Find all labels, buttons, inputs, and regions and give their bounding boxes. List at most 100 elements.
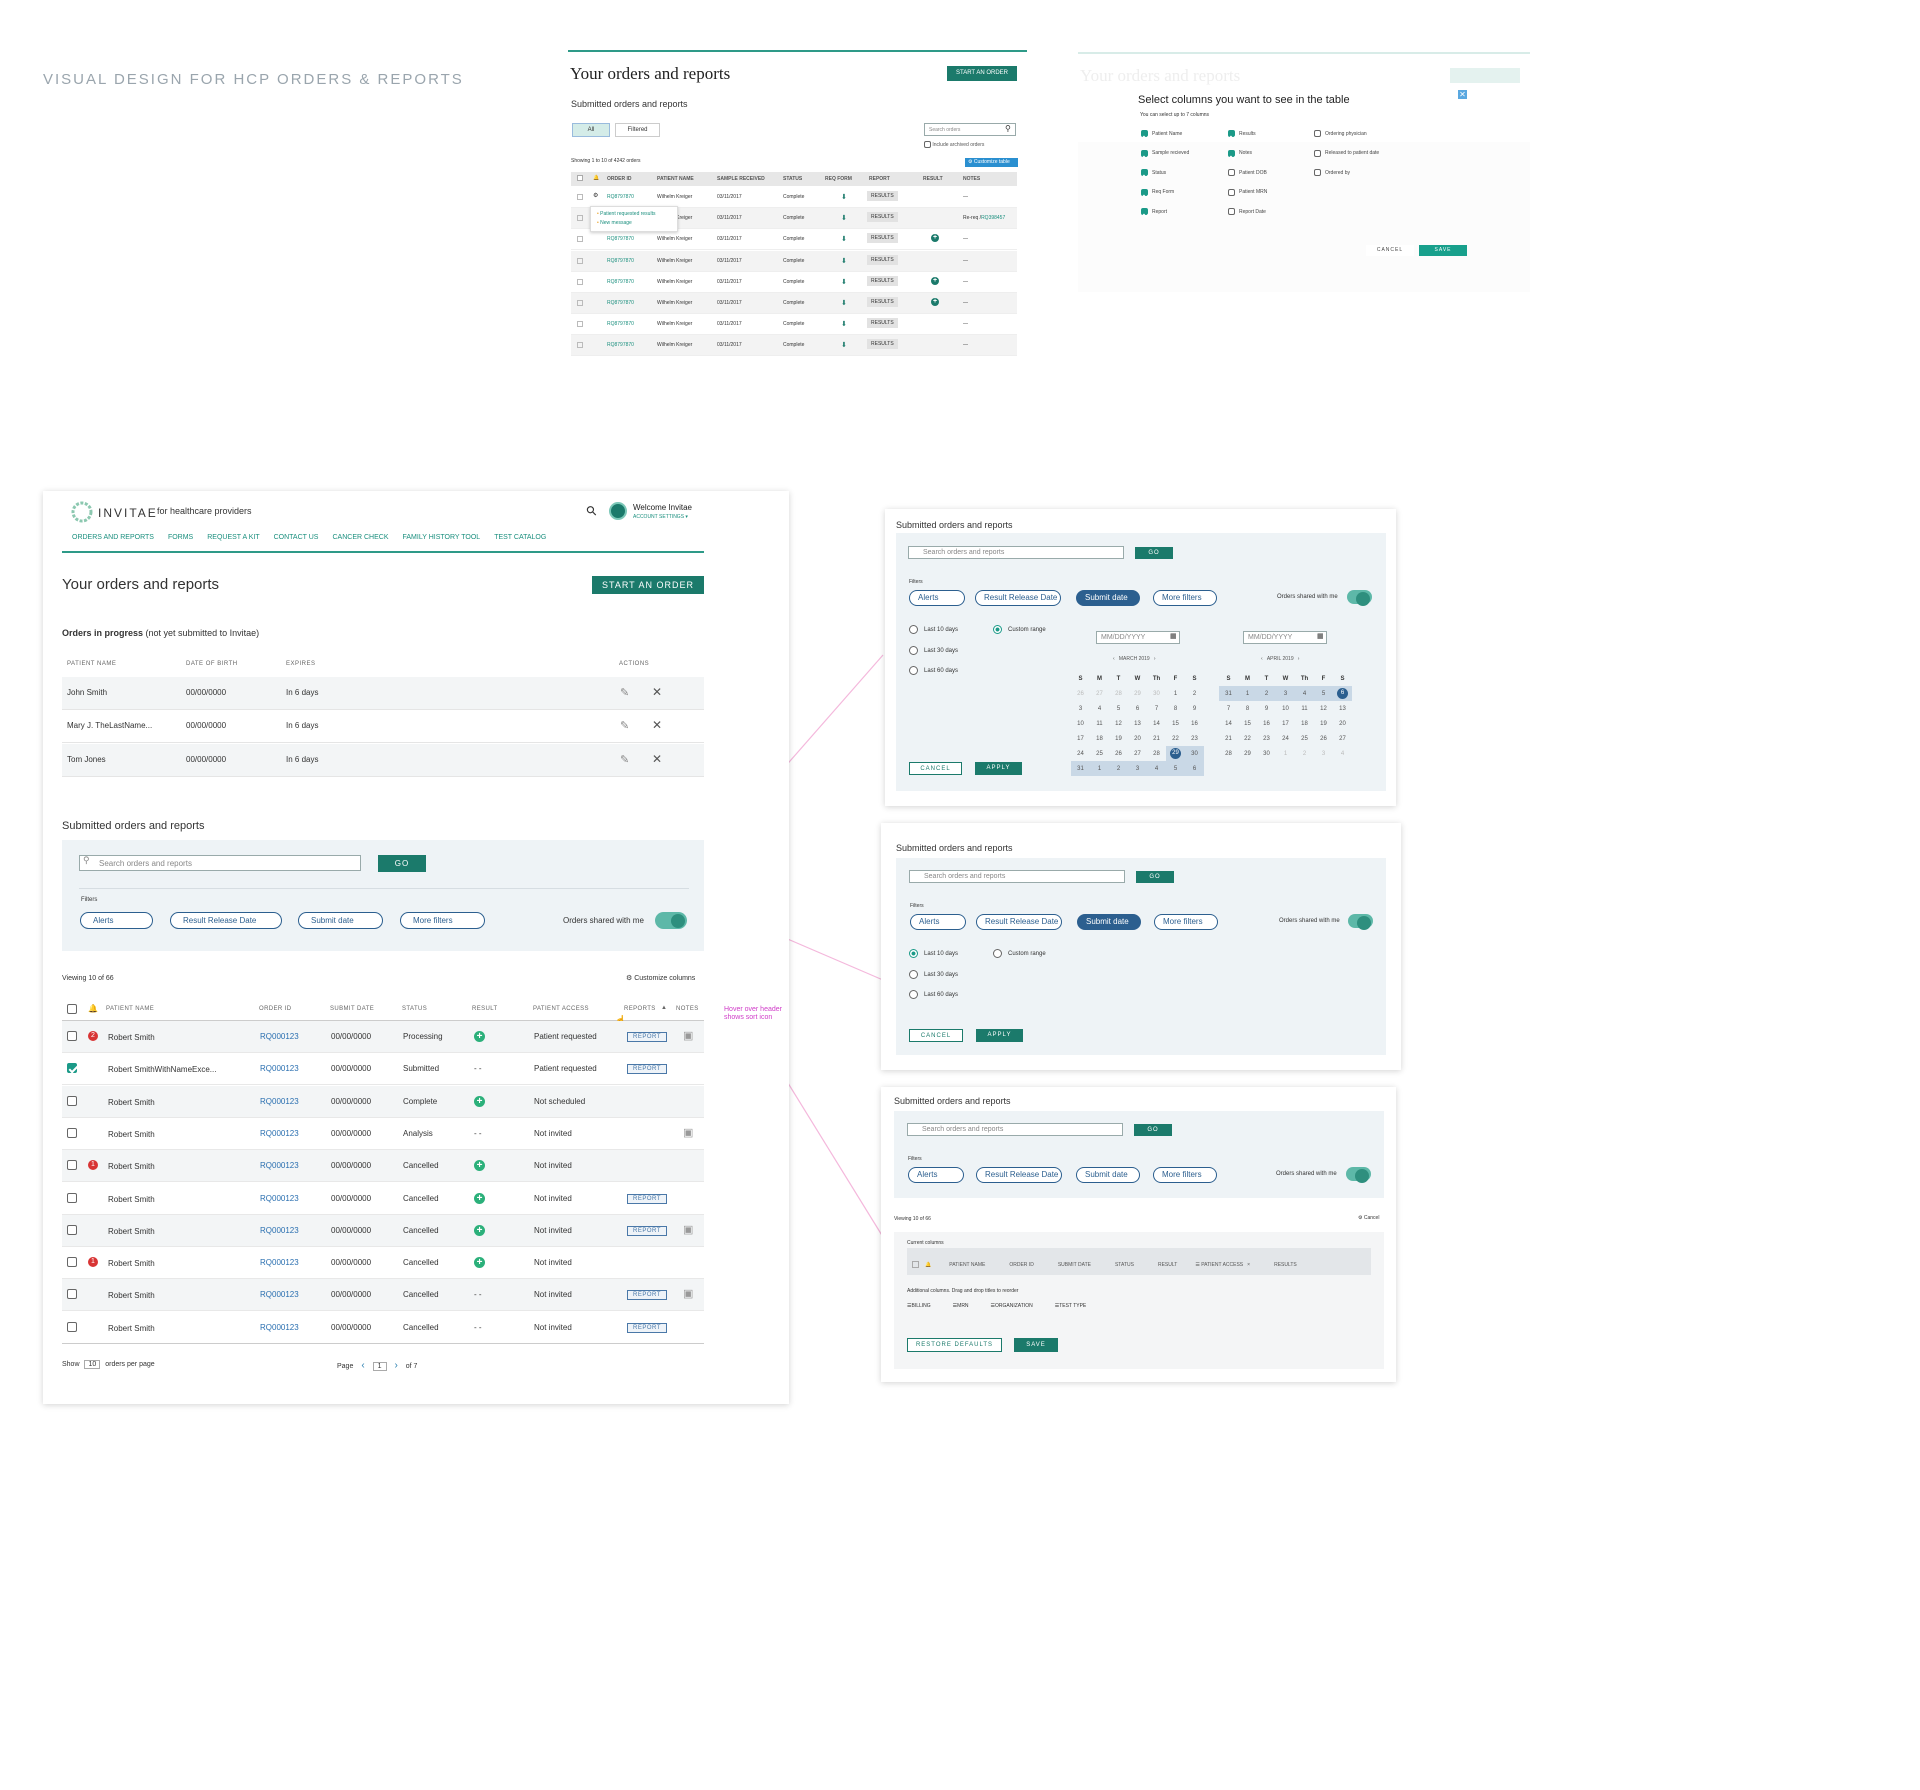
calendar-day[interactable]: 23 — [1263, 735, 1270, 742]
mock1-row[interactable]: RQ8797870 Wilhelm Kreiger 03/11/2017 Comple… — [571, 293, 1017, 314]
calendar-day[interactable]: 9 — [1264, 705, 1269, 712]
calendar-day[interactable]: 2 — [1302, 750, 1307, 757]
column-option-checkbox[interactable] — [1314, 169, 1321, 176]
panel-a-go[interactable]: GO — [1135, 547, 1173, 559]
calendar-day[interactable]: 29 — [1134, 690, 1141, 697]
current-column[interactable]: SUBMIT DATE — [1058, 1262, 1091, 1268]
date-range-radio[interactable] — [909, 645, 918, 655]
mock1-row[interactable]: RQ8797870 Wilhelm Kreiger 03/11/2017 Comple… — [571, 314, 1017, 336]
column-header[interactable]: NOTES — [676, 1006, 699, 1012]
account-settings-link[interactable]: ACCOUNT SETTINGS ▾ — [633, 514, 688, 520]
mock1-results-dropdown[interactable]: RESULTS — [867, 233, 898, 244]
mock1-results-dropdown[interactable]: RESULTS — [867, 297, 898, 307]
calendar-day[interactable]: 5 — [1166, 761, 1185, 776]
calendar-day[interactable]: 12 — [1320, 705, 1327, 712]
panel-a-date-to[interactable]: MM/DD/YYYY — [1243, 631, 1327, 644]
nav-item[interactable]: REQUEST A KIT — [207, 534, 260, 541]
download-icon[interactable]: ⬇ — [841, 300, 847, 307]
mock1-col-header[interactable]: RESULT — [923, 176, 943, 182]
mock1-row-checkbox[interactable] — [577, 257, 583, 264]
calendar-day[interactable]: 11 — [1301, 705, 1308, 712]
calendar-day[interactable]: 26 — [1115, 750, 1122, 757]
popup-patient-requested[interactable]: Patient requested results — [600, 211, 656, 217]
row-checkbox[interactable] — [67, 1160, 77, 1171]
date-range-radio[interactable] — [909, 625, 918, 634]
calendar-day[interactable]: 28 — [1115, 690, 1122, 697]
filter-alerts[interactable]: Alerts — [80, 912, 153, 929]
order-id-link[interactable]: RQ000123 — [260, 1032, 299, 1041]
edit-icon[interactable]: ✎ — [620, 687, 630, 699]
calendar-day[interactable]: 28 — [1225, 750, 1232, 757]
additional-column[interactable]: ☰TEST TYPE — [1055, 1303, 1087, 1309]
mock1-col-header[interactable]: SAMPLE RECEIVED — [717, 176, 765, 182]
column-option[interactable]: Patient Name — [1141, 130, 1189, 150]
date-range-option[interactable]: Last 60 days — [909, 666, 958, 687]
calendar-day[interactable]: 6 — [1185, 761, 1204, 776]
mock1-row[interactable]: RQ8797870 Wilhelm Kreiger 03/11/2017 Comple… — [571, 250, 1017, 272]
row-checkbox[interactable] — [67, 1289, 77, 1300]
column-option[interactable]: Patient DOB — [1228, 169, 1267, 189]
calendar-day[interactable]: 27 — [1096, 690, 1103, 697]
calendar-day[interactable]: 2 — [1257, 686, 1276, 701]
prev-page-icon[interactable]: ‹ — [361, 1360, 365, 1371]
panel-b-apply[interactable]: APPLY — [976, 1029, 1023, 1042]
panel-a-pill-submit[interactable]: Submit date — [1076, 590, 1140, 606]
result-plus-icon[interactable]: + — [474, 1095, 485, 1107]
panel-a-pill-release[interactable]: Result Release Date — [975, 590, 1061, 606]
column-option[interactable]: Patient MRN — [1228, 188, 1267, 209]
column-header[interactable]: SUBMIT DATE — [330, 1006, 375, 1012]
filter-more[interactable]: More filters — [400, 912, 485, 929]
drag-handle-icon[interactable]: ☰ — [990, 1303, 996, 1309]
calendar-day[interactable]: 5 — [1116, 705, 1121, 712]
column-option-checkbox[interactable] — [1141, 188, 1148, 196]
mock1-result-plus-icon[interactable]: + — [931, 298, 939, 306]
order-id-link[interactable]: RQ000123 — [260, 1096, 299, 1106]
row-checkbox[interactable] — [67, 1095, 77, 1106]
mock1-cell[interactable]: RQ8797870 — [607, 257, 634, 264]
order-id-link[interactable]: RQ000123 — [260, 1193, 299, 1203]
calendar-day[interactable]: 31 — [1219, 686, 1238, 701]
row-checkbox[interactable] — [67, 1031, 77, 1041]
calendar-day-selected[interactable]: 6 — [1337, 688, 1348, 699]
sort-up-icon[interactable]: ▲ — [661, 1005, 668, 1011]
mock1-row-checkbox[interactable] — [577, 194, 583, 200]
column-header[interactable]: PATIENT NAME — [106, 1006, 155, 1012]
calendar-day[interactable]: 15 — [1244, 720, 1251, 727]
cal1-next-icon[interactable]: › — [1153, 656, 1156, 662]
calendar-day[interactable]: 19 — [1320, 720, 1327, 727]
current-column[interactable]: ☰ PATIENT ACCESS × — [1195, 1262, 1250, 1268]
mock1-row[interactable]: ⚙ RQ8797870 Wilhelm Kreiger 03/11/2017 Compl… — [571, 187, 1017, 208]
panel-c-cancel[interactable]: ⚙ Cancel — [1358, 1215, 1379, 1221]
additional-column[interactable]: ☰ORGANIZATION — [991, 1303, 1033, 1309]
mock1-row[interactable]: RQ8797870 Wilhelm Kreiger 03/11/2017 Comple… — [571, 335, 1017, 357]
row-checkbox[interactable] — [67, 1063, 77, 1074]
download-icon[interactable]: ⬇ — [841, 236, 847, 244]
drag-handle-icon[interactable]: ☰ — [952, 1303, 958, 1309]
current-column[interactable]: PATIENT NAME — [949, 1262, 985, 1268]
panel-a-cancel[interactable]: CANCEL — [909, 762, 962, 775]
calendar-day[interactable]: 3 — [1078, 705, 1083, 712]
download-icon[interactable]: ⬇ — [841, 342, 847, 350]
calendar-day[interactable]: 18 — [1096, 735, 1103, 742]
calendar-day[interactable]: 8 — [1245, 705, 1250, 712]
cal2-next-icon[interactable]: › — [1297, 656, 1300, 662]
report-button[interactable]: REPORT — [627, 1322, 667, 1333]
column-option[interactable]: Notes — [1228, 149, 1267, 170]
download-icon[interactable]: ⬇ — [841, 321, 847, 329]
calendar-day[interactable]: 23 — [1191, 735, 1198, 742]
order-id-link[interactable]: RQ000123 — [260, 1161, 299, 1171]
popup-new-message[interactable]: New message — [600, 220, 632, 226]
table-row[interactable]: Robert Smith RQ000123 00/00/0000 Cancelled +… — [62, 1183, 704, 1215]
additional-column[interactable]: ☰BILLING — [907, 1303, 931, 1309]
drag-handle-icon[interactable]: ☰ — [1054, 1303, 1060, 1309]
calendar-day[interactable]: 15 — [1172, 720, 1179, 727]
notes-icon[interactable]: ▣ — [683, 1126, 694, 1139]
mock1-tab-all[interactable]: All — [572, 123, 610, 137]
download-icon[interactable]: ⬇ — [841, 215, 847, 223]
mock1-notes-link[interactable]: RQ398457 — [981, 215, 1006, 222]
calendar-day[interactable]: 13 — [1339, 705, 1346, 712]
calendar-icon[interactable]: ▦ — [1170, 633, 1177, 640]
filter-result-release-date[interactable]: Result Release Date — [170, 912, 282, 929]
mock1-cell[interactable]: RQ8797870 — [607, 321, 634, 328]
column-option-checkbox[interactable] — [1314, 149, 1321, 157]
